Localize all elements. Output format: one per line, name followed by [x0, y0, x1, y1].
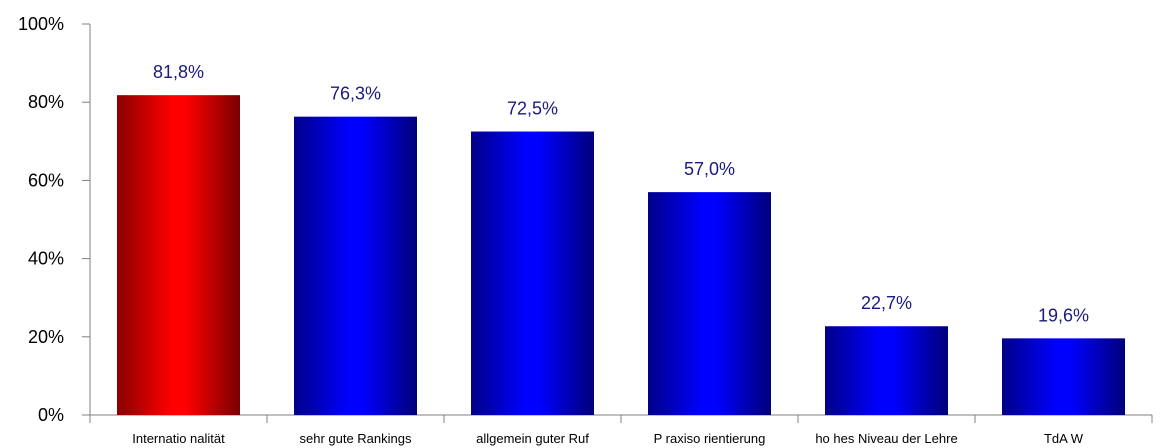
- y-axis: 0% 20% 40% 60% 80% 100%: [18, 14, 91, 425]
- y-tick-label: 0%: [38, 405, 64, 425]
- category-labels: Internatio nalität sehr gute Rankings allg…: [132, 431, 1083, 446]
- bar: [117, 95, 240, 416]
- y-tick-label: 40%: [28, 249, 64, 269]
- x-axis: [89, 414, 1153, 423]
- y-tick-label: 20%: [28, 327, 64, 347]
- data-label: 76,3%: [330, 84, 381, 104]
- x-tick-label: Internatio nalität: [132, 431, 225, 446]
- y-tick-label: 80%: [28, 92, 64, 112]
- bars: [117, 95, 1125, 416]
- x-tick-label: sehr gute Rankings: [299, 431, 412, 446]
- data-label: 22,7%: [861, 293, 912, 313]
- bar: [648, 192, 771, 415]
- data-label: 81,8%: [153, 62, 204, 82]
- value-labels: 81,8% 76,3% 72,5% 57,0% 22,7% 19,6%: [153, 62, 1089, 325]
- bar: [294, 116, 417, 416]
- data-label: 57,0%: [684, 159, 735, 179]
- bar: [471, 131, 594, 415]
- x-tick-label: ho hes Niveau der Lehre: [815, 431, 957, 446]
- y-tick-label: 100%: [18, 14, 64, 34]
- data-label: 19,6%: [1038, 305, 1089, 325]
- bar: [825, 326, 948, 415]
- bar: [1002, 338, 1125, 415]
- x-tick-label: allgemein guter Ruf: [476, 431, 589, 446]
- y-tick-label: 60%: [28, 170, 64, 190]
- data-label: 72,5%: [507, 99, 558, 119]
- x-tick-label: TdA W: [1044, 431, 1084, 446]
- x-tick-label: P raxiso rientierung: [654, 431, 766, 446]
